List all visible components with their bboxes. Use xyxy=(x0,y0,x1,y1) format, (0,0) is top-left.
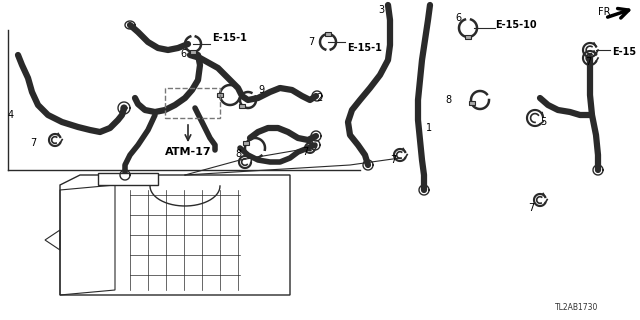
Polygon shape xyxy=(239,104,245,108)
Text: E-15: E-15 xyxy=(612,47,636,57)
Text: 9: 9 xyxy=(258,85,264,95)
Text: ATM-17: ATM-17 xyxy=(165,147,212,157)
Text: 4: 4 xyxy=(8,110,14,120)
Text: 2: 2 xyxy=(316,93,323,103)
Polygon shape xyxy=(465,35,471,39)
Text: 6: 6 xyxy=(180,49,186,59)
Text: E-15-1: E-15-1 xyxy=(212,33,247,43)
Bar xyxy=(165,88,220,118)
Text: 7: 7 xyxy=(308,37,314,47)
Polygon shape xyxy=(217,93,223,97)
Text: 6: 6 xyxy=(455,13,461,23)
Text: 1: 1 xyxy=(426,123,432,133)
Text: 8: 8 xyxy=(235,149,241,159)
Text: 7: 7 xyxy=(585,57,591,67)
Polygon shape xyxy=(468,101,474,105)
Text: E-15-1: E-15-1 xyxy=(347,43,382,53)
Polygon shape xyxy=(325,32,331,36)
Text: 7: 7 xyxy=(528,203,534,213)
Bar xyxy=(98,173,158,185)
Text: FR.: FR. xyxy=(598,7,613,17)
Polygon shape xyxy=(243,141,250,145)
Text: 7: 7 xyxy=(30,138,36,148)
Text: E-15-10: E-15-10 xyxy=(495,20,536,30)
Text: 8: 8 xyxy=(445,95,451,105)
Text: 5: 5 xyxy=(540,117,547,127)
Polygon shape xyxy=(190,50,196,54)
Text: 7: 7 xyxy=(390,155,396,165)
Text: 3: 3 xyxy=(378,5,384,15)
Text: TL2AB1730: TL2AB1730 xyxy=(555,303,598,312)
Text: 7: 7 xyxy=(302,147,308,157)
